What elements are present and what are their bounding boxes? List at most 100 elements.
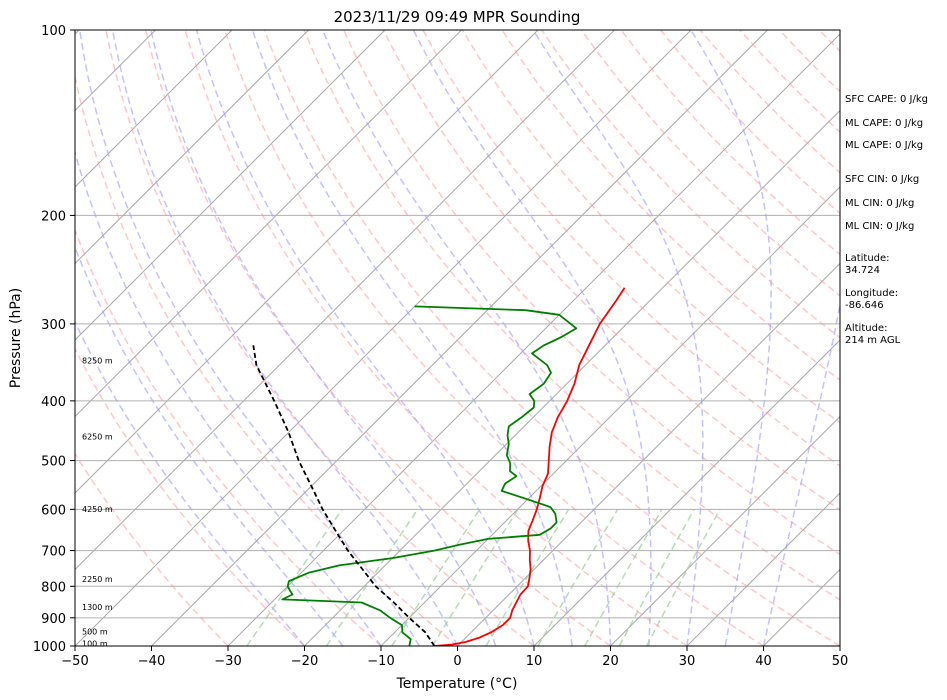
sfc-cape-text: SFC CAPE: 0 J/kg [845,94,928,105]
isotherm-line [380,186,840,646]
background-lines [0,30,840,646]
moist-adiabat-line [150,30,497,646]
x-axis-ticks: −50 −40 −30 −20 −10 0 10 20 30 40 50 [61,646,848,669]
dry-adiabat-line [75,228,382,646]
dry-adiabat-line [422,30,840,467]
y-axis-ticks: 100 200 300 400 500 600 700 800 900 1000 [33,24,75,655]
dry-adiabat-line [75,452,229,646]
longitude-value: -86.646 [845,300,884,311]
profile-lines [252,287,626,646]
altitude-label: 100 m [82,639,108,648]
sfc-cin-text: SFC CIN: 0 J/kg [845,174,919,185]
ml-cape-text-2: ML CAPE: 0 J/kg [845,140,923,151]
moist-adiabat-line [412,30,652,646]
moist-adiabat-line [75,319,306,646]
x-tick-label: −40 [138,654,165,669]
dry-adiabat-line [75,73,458,646]
x-tick-label: 40 [755,654,772,669]
dry-adiabat-line [223,30,764,646]
moist-adiabat-line [111,30,459,646]
y-tick-label: 100 [41,24,66,39]
moist-adiabat-line [532,30,704,646]
temperature-profile-line [434,287,626,646]
x-tick-label: 10 [526,654,543,669]
moist-adiabat-line [251,30,574,646]
pressure-grid [75,30,840,646]
dry-adiabat-line [342,30,840,556]
dry-adiabat-line [382,30,840,511]
plot-frame [74,29,841,647]
x-tick-label: −20 [291,654,318,669]
altitude-label: 2250 m [82,575,113,584]
dry-adiabat-line [144,30,611,646]
isotherm-line [75,30,233,188]
x-tick-label: −30 [214,654,241,669]
x-axis-label: Temperature (°C) [396,676,518,692]
moist-adiabat-line [690,30,772,646]
y-tick-label: 600 [41,503,66,518]
moist-adiabat-line [75,245,344,646]
y-tick-label: 200 [41,209,66,224]
altitude-labels: 100 m 500 m 1300 m 2250 m 4250 m 6250 m 8250 m [82,357,113,649]
mixing-ratio-line [431,508,519,646]
mixing-ratio-line [391,508,481,646]
isotherm-line [75,30,386,341]
x-tick-label: 30 [679,654,696,669]
dry-adiabat-line [263,30,840,646]
dry-adiabat-line [184,30,688,646]
dry-adiabat-line [461,30,840,424]
parcel-profile-line [252,345,436,646]
altitude-label: 500 m [82,627,108,636]
dewpoint-profile-line [281,305,578,646]
longitude-label: Longitude: [845,288,898,299]
dry-adiabat-line [501,30,840,381]
ml-cin-text: ML CIN: 0 J/kg [845,198,914,209]
y-axis-label: Pressure (hPa) [8,288,24,388]
isotherm-line [227,33,840,646]
dry-adiabat-line [105,30,535,646]
x-tick-label: −10 [367,654,394,669]
latitude-label: Latitude: [845,253,890,264]
moist-adiabat-line [762,301,840,646]
y-tick-label: 400 [41,395,66,410]
altitude-label: 4250 m [82,505,113,514]
ml-cape-text: ML CAPE: 0 J/kg [845,118,923,129]
isotherm-line [75,30,692,646]
moist-adiabat-line [75,150,382,646]
x-tick-label: 50 [832,654,849,669]
altitude-label: 1300 m [82,603,113,612]
dry-adiabat-line [303,30,840,601]
altitude-label: Altitude: [845,323,887,334]
y-tick-label: 900 [41,612,66,627]
moist-adiabat-line [195,30,535,646]
isotherm-line [457,262,840,646]
dry-adiabat-line [75,347,306,646]
ml-cin-text-2: ML CIN: 0 J/kg [845,221,914,232]
altitude-label: 8250 m [82,357,113,366]
isotherm-line [304,109,840,646]
isotherm-line [75,30,309,265]
isotherm-line [533,339,840,646]
isotherm-line [686,492,840,646]
isotherm-line [610,415,840,646]
isotherm-line [75,30,539,494]
isotherm-line [0,30,3,646]
chart-title: 2023/11/29 09:49 MPR Sounding [334,8,581,26]
isotherm-line [75,30,462,418]
dry-adiabat-line [541,30,840,339]
dry-adiabat-line [580,30,840,297]
altitude-value: 214 m AGL [845,335,901,346]
y-tick-label: 700 [41,545,66,560]
x-tick-label: 0 [453,654,461,669]
isotherm-line [75,30,615,571]
mixing-ratio-line [246,508,343,646]
y-tick-label: 300 [41,318,66,333]
y-tick-label: 1000 [33,640,66,655]
latitude-value: 34.724 [845,265,880,276]
mixing-ratio-line [485,508,570,646]
altitude-label: 6250 m [82,433,113,442]
y-tick-label: 800 [41,580,66,595]
side-panel: SFC CAPE: 0 J/kg ML CAPE: 0 J/kg ML CAPE… [845,94,928,346]
y-tick-label: 500 [41,455,66,470]
